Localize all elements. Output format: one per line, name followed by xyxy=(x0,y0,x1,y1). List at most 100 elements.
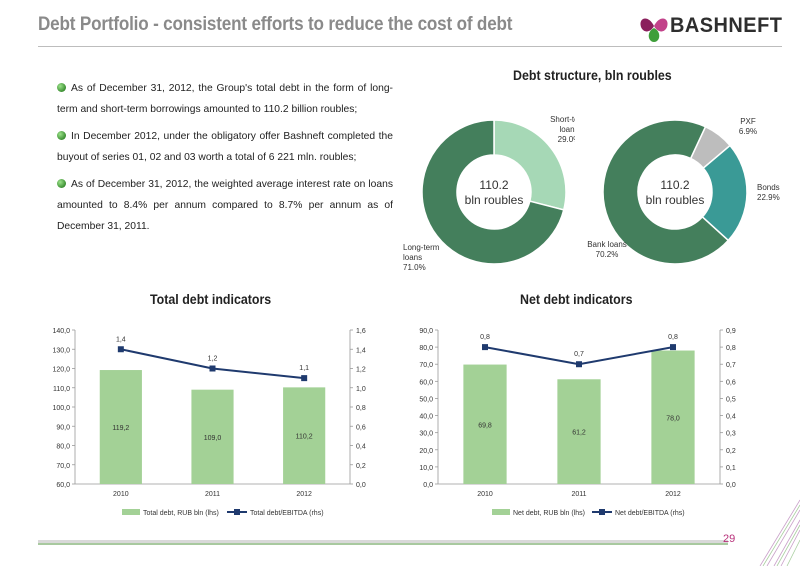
y-tick-label: 40,0 xyxy=(419,414,433,421)
y-tick-label: 70,0 xyxy=(419,362,433,369)
y2-tick-label: 0,2 xyxy=(726,448,736,455)
key-facts-list: As of December 31, 2012, the Group's tot… xyxy=(57,78,393,243)
legend-label-line: Total debt/EBITDA (rhs) xyxy=(250,510,324,517)
y-tick-label: 80,0 xyxy=(419,345,433,352)
ratio-marker xyxy=(576,361,582,368)
bullet-text: As of December 31, 2012, the weighted av… xyxy=(57,179,393,232)
y2-tick-label: 0,6 xyxy=(356,424,366,431)
donut-center-value: 110.2 xyxy=(479,178,508,192)
donut-center-unit: bln roubles xyxy=(465,193,524,207)
y2-tick-label: 0,8 xyxy=(356,405,366,412)
y2-tick-label: 0,4 xyxy=(726,414,736,421)
donut-slice-short-term-loans xyxy=(493,119,567,211)
ratio-marker xyxy=(117,346,124,353)
y-tick-label: 90,0 xyxy=(56,424,70,431)
y2-tick-label: 1,4 xyxy=(356,347,366,354)
y-tick-label: 50,0 xyxy=(419,396,433,403)
bar-value-label: 119,2 xyxy=(112,425,129,432)
x-tick-label: 2010 xyxy=(113,491,129,498)
slice-label: Long-term xyxy=(403,243,440,252)
bullet-item: As of December 31, 2012, the Group's tot… xyxy=(57,78,393,120)
decorative-lines xyxy=(759,499,800,566)
x-tick-label: 2011 xyxy=(205,491,220,498)
y2-tick-label: 0,4 xyxy=(356,444,366,451)
y-tick-label: 0,0 xyxy=(423,482,433,489)
bar-value-label: 78,0 xyxy=(666,415,680,422)
green-bullet-icon xyxy=(57,179,66,188)
x-tick-label: 2012 xyxy=(296,491,312,498)
y2-tick-label: 1,0 xyxy=(356,386,366,393)
bar-2010 xyxy=(99,370,142,484)
bullet-text: As of December 31, 2012, the Group's tot… xyxy=(57,83,393,115)
page-number: 29 xyxy=(723,533,736,545)
green-bullet-icon xyxy=(57,83,66,92)
ratio-value-label: 0,7 xyxy=(574,351,584,358)
donut-chart-loan-term: Short-termloans29.0%Long-termloans71.0%1… xyxy=(403,115,575,272)
slice-label: Bonds xyxy=(757,183,780,192)
legend-label-line: Net debt/EBITDA (rhs) xyxy=(615,510,685,517)
bar-value-label: 109,0 xyxy=(204,435,222,442)
slice-label: 70.2% xyxy=(596,250,619,259)
bar-2012 xyxy=(651,350,695,484)
y2-tick-label: 0,2 xyxy=(356,463,366,470)
y-tick-label: 60,0 xyxy=(56,482,70,489)
ratio-marker xyxy=(482,344,488,351)
bar-value-label: 110,2 xyxy=(296,434,313,441)
bar-2011 xyxy=(557,379,601,484)
y2-tick-label: 0,0 xyxy=(356,482,366,489)
ratio-value-label: 1,1 xyxy=(299,365,309,372)
y-tick-label: 110,0 xyxy=(53,386,70,393)
bullet-item: As of December 31, 2012, the weighted av… xyxy=(57,174,393,237)
ratio-value-label: 0,8 xyxy=(668,334,678,341)
y2-tick-label: 0,0 xyxy=(726,482,736,489)
y-tick-label: 120,0 xyxy=(52,367,70,374)
y-tick-label: 80,0 xyxy=(56,444,70,451)
bullet-text: In December 2012, under the obligatory o… xyxy=(57,131,393,163)
slice-label: loans xyxy=(403,253,422,262)
y2-tick-label: 0,7 xyxy=(726,362,736,369)
legend-swatch-marker xyxy=(599,509,605,515)
slice-label: 22.9% xyxy=(757,193,780,202)
footer-divider xyxy=(38,540,728,543)
ratio-line xyxy=(120,348,305,380)
y-tick-label: 130,0 xyxy=(52,347,70,354)
page-title: Debt Portfolio - consistent efforts to r… xyxy=(38,14,513,35)
slice-label: 29.0% xyxy=(558,135,575,144)
net-debt-chart: 0,0 10,0 20,0 30,0 40,0 50,0 60,0 70,0 80,0 90,0 0… xyxy=(419,328,736,517)
donut-slice-bank-loans xyxy=(602,119,730,265)
ratio-value-label: 1,4 xyxy=(116,336,126,343)
x-tick-label: 2012 xyxy=(665,491,681,498)
y-tick-label: 10,0 xyxy=(419,465,433,472)
net-debt-title: Net debt indicators xyxy=(520,292,633,307)
slice-label: 6.9% xyxy=(739,127,757,136)
ratio-value-label: 1,2 xyxy=(208,356,218,363)
slice-label: loans xyxy=(559,125,575,134)
total-debt-chart: 60,0 70,0 80,0 90,0 100,0 110,0 120,0 130,0 140,… xyxy=(52,328,366,517)
bar-value-label: 69,8 xyxy=(478,422,492,429)
green-bullet-icon xyxy=(57,131,66,140)
logo-text: BASHNEFT xyxy=(670,14,783,37)
debt-structure-title: Debt structure, bln roubles xyxy=(513,68,672,83)
total-debt-title: Total debt indicators xyxy=(150,292,272,307)
y2-tick-label: 0,9 xyxy=(726,328,736,335)
slice-label: PXF xyxy=(740,117,756,126)
bar-2012 xyxy=(283,387,326,484)
legend-label-bars: Total debt, RUB bln (lhs) xyxy=(143,510,219,517)
slice-label: Short-term xyxy=(550,115,575,124)
slice-label: 71.0% xyxy=(403,263,426,272)
y-tick-label: 90,0 xyxy=(419,328,433,335)
legend-swatch-bars xyxy=(492,509,510,515)
bullet-item: In December 2012, under the obligatory o… xyxy=(57,126,393,168)
y-tick-label: 140,0 xyxy=(52,328,70,335)
title-divider xyxy=(38,46,782,47)
y2-tick-label: 0,5 xyxy=(726,396,736,403)
y2-tick-label: 0,6 xyxy=(726,379,736,386)
y2-tick-label: 1,2 xyxy=(356,367,366,374)
ratio-value-label: 0,8 xyxy=(480,334,490,341)
legend-label-bars: Net debt, RUB bln (lhs) xyxy=(513,510,585,517)
y2-tick-label: 1,6 xyxy=(356,328,366,335)
footer-divider-accent xyxy=(38,543,728,545)
y2-tick-label: 0,1 xyxy=(726,465,736,472)
donut-center-unit: bln roubles xyxy=(646,193,705,207)
